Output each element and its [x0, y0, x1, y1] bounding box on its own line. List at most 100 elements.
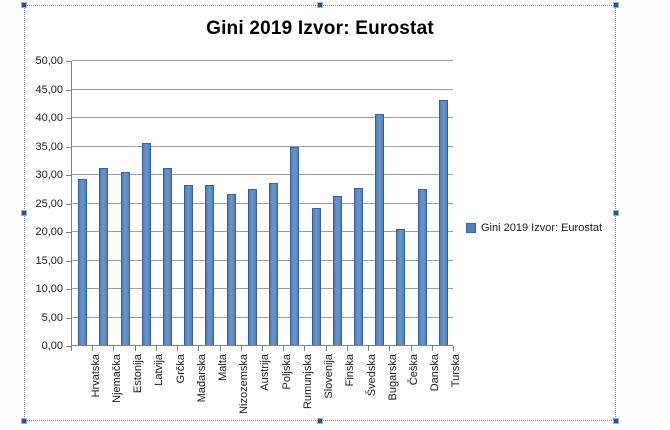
- x-axis-label: Turska: [450, 354, 463, 388]
- gridline: [72, 117, 453, 118]
- embedded-chart[interactable]: Gini 2019 Izvor: Eurostat 0,00 5,00 10,00 1…: [21, 2, 619, 424]
- y-axis-tick: [66, 89, 71, 91]
- bar-hrvatska[interactable]: [78, 178, 88, 345]
- y-axis-label: 10,00: [35, 283, 63, 295]
- bar-danska[interactable]: [417, 188, 427, 345]
- x-axis-label: Estonija: [132, 354, 145, 394]
- resize-handle-top-left[interactable]: [21, 2, 27, 8]
- x-axis-label: Mađarska: [195, 354, 208, 403]
- bar-mađarska[interactable]: [184, 185, 194, 345]
- x-axis-tick: [134, 346, 136, 351]
- x-axis-tick: [177, 346, 179, 351]
- resize-handle-middle-right[interactable]: [613, 210, 619, 216]
- resize-handle-middle-left[interactable]: [21, 210, 27, 216]
- x-axis-label: Danska: [429, 354, 442, 392]
- bar-bugarska[interactable]: [375, 113, 385, 345]
- bar-češka[interactable]: [396, 229, 406, 345]
- gridline: [72, 316, 453, 318]
- resize-handle-bottom-left[interactable]: [21, 418, 27, 424]
- x-axis-label: Slovenija: [323, 354, 336, 399]
- bar-finska[interactable]: [332, 196, 342, 345]
- y-axis-tick: [66, 175, 71, 176]
- x-axis-label: Finska: [344, 354, 357, 387]
- x-axis-tick: [346, 346, 348, 351]
- gridline: [72, 60, 453, 61]
- x-axis-label: Bugarska: [386, 354, 399, 401]
- bar-grčka[interactable]: [163, 168, 172, 345]
- x-axis-label: Austrija: [259, 354, 272, 391]
- y-axis-label: 25,00: [35, 197, 63, 210]
- x-axis-tick: [113, 346, 115, 351]
- legend-series-marker-icon: [466, 223, 476, 233]
- x-axis-tick: [71, 346, 72, 351]
- x-axis-tick: [389, 346, 391, 351]
- y-axis-label: 50,00: [35, 55, 63, 67]
- y-axis-tick: [66, 61, 71, 62]
- gridline: [72, 174, 453, 175]
- gridline: [72, 202, 453, 204]
- bar-slovenija[interactable]: [311, 208, 321, 345]
- gridline: [72, 145, 453, 147]
- y-axis-label: 30,00: [35, 169, 63, 181]
- y-axis-tick: [66, 346, 71, 347]
- bar-švedska[interactable]: [354, 187, 363, 345]
- plot-area[interactable]: [71, 60, 453, 346]
- x-axis-tick: [325, 346, 327, 351]
- x-axis-tick: [92, 346, 94, 351]
- gridline: [72, 88, 453, 90]
- x-axis-tick: [453, 346, 454, 351]
- x-axis-tick: [219, 346, 221, 351]
- bar-austrija[interactable]: [247, 188, 257, 345]
- resize-handle-top-right[interactable]: [613, 2, 619, 8]
- bar-estonija[interactable]: [120, 171, 130, 345]
- x-axis-tick: [262, 346, 263, 351]
- gridline: [72, 259, 453, 261]
- y-axis-label: 35,00: [35, 140, 63, 153]
- x-axis-tick: [198, 346, 200, 351]
- bar-njemačka[interactable]: [99, 168, 109, 345]
- x-axis-label: Grčka: [174, 354, 187, 384]
- bar-rumunjska[interactable]: [290, 146, 300, 345]
- bar-poljska[interactable]: [269, 182, 279, 345]
- y-axis-label: 20,00: [35, 226, 63, 238]
- bar-turska[interactable]: [438, 99, 448, 345]
- x-axis-tick: [240, 346, 242, 351]
- y-axis-label: 15,00: [35, 254, 63, 267]
- y-axis-tick: [66, 317, 71, 319]
- x-axis-tick: [410, 346, 412, 351]
- x-axis-label: Hrvatska: [89, 354, 102, 398]
- y-axis-tick: [66, 232, 71, 233]
- gridline: [72, 231, 453, 232]
- y-axis-label: 5,00: [41, 311, 63, 324]
- x-axis-tick: [368, 346, 370, 351]
- y-axis-label: 40,00: [35, 112, 63, 124]
- y-axis-label: 0,00: [41, 340, 63, 352]
- y-axis-tick: [66, 289, 71, 290]
- chart-title[interactable]: Gini 2019 Izvor: Eurostat: [206, 18, 434, 39]
- bar-latvija[interactable]: [141, 142, 151, 345]
- x-axis-label: Rumunjska: [301, 354, 314, 410]
- bar-nizozemska[interactable]: [226, 193, 236, 345]
- resize-handle-bottom-middle[interactable]: [317, 418, 323, 424]
- y-axis-label: 45,00: [35, 83, 63, 96]
- x-axis-tick: [283, 346, 285, 351]
- legend-series-label: Gini 2019 Izvor: Eurostat: [481, 222, 603, 234]
- x-axis-label: Nizozemska: [238, 354, 251, 414]
- x-axis-label: Latvija: [153, 354, 166, 386]
- gridline: [72, 288, 453, 289]
- y-axis-tick: [66, 146, 71, 148]
- resize-handle-bottom-right[interactable]: [613, 418, 619, 424]
- x-axis-label: Njemačka: [110, 354, 123, 403]
- x-axis-label: Malta: [216, 354, 229, 381]
- x-axis-tick: [304, 346, 306, 351]
- y-axis-tick: [66, 260, 71, 262]
- x-axis-label: Češka: [407, 354, 420, 386]
- y-axis-tick: [66, 203, 71, 205]
- x-axis-label: Švedska: [365, 354, 378, 397]
- x-axis-label: Poljska: [280, 354, 293, 390]
- bar-malta[interactable]: [205, 185, 215, 345]
- resize-handle-top-middle[interactable]: [317, 2, 323, 8]
- x-axis-tick: [431, 346, 433, 351]
- legend[interactable]: Gini 2019 Izvor: Eurostat: [466, 222, 602, 234]
